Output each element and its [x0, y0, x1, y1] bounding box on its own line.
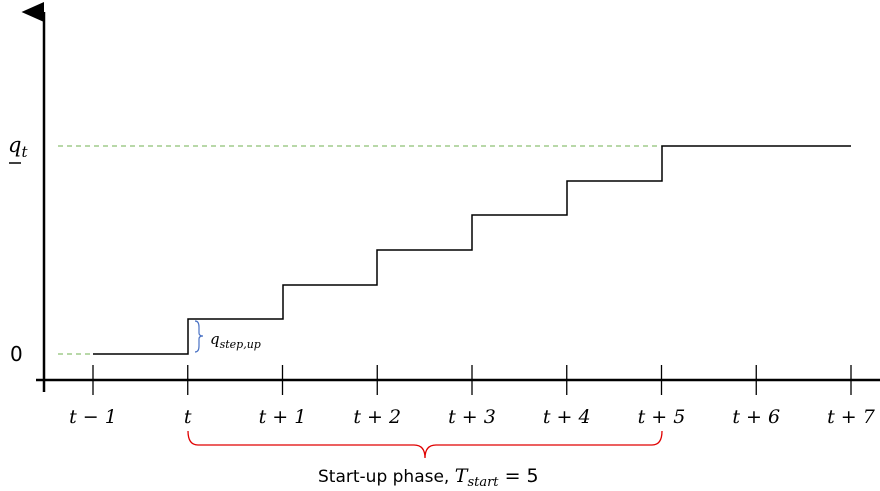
startup-phase-brace [187, 430, 663, 459]
x-tick-label: t + 6 [732, 406, 780, 428]
step-up-brace [194, 320, 204, 353]
startup-phase-equals: = 5 [499, 465, 539, 487]
startup-phase-symbol-sub: start [467, 475, 499, 490]
step-up-label-sub: step,up [220, 338, 261, 351]
x-tick-label: t [184, 406, 192, 428]
y-label-zero: 0 [10, 342, 23, 366]
power-step-line [93, 145, 851, 355]
x-axis-tick-labels: t − 1 t t + 1 t + 2 t + 3 t + 4 t + 5 t + 6 t + … [69, 406, 876, 428]
x-axis-ticks [92, 365, 852, 395]
startup-phase-label: Start-up phase, Tstart = 5 [318, 465, 539, 490]
x-tick-label: t + 2 [353, 406, 401, 428]
step-up-label-base: q [210, 330, 220, 348]
y-label-max-base: q [8, 133, 21, 157]
startup-phase-text: Start-up phase, [318, 467, 455, 487]
x-tick-label: t + 1 [259, 406, 307, 428]
x-tick-label: t + 7 [827, 406, 876, 428]
y-label-max: qt [8, 133, 28, 161]
x-tick-label: t + 4 [543, 406, 591, 428]
step-up-label: qstep,up [210, 330, 261, 351]
startup-phase-symbol: T [455, 465, 469, 487]
x-tick-label: t + 5 [638, 406, 686, 428]
x-tick-label: t + 3 [448, 406, 496, 428]
x-tick-label: t − 1 [69, 406, 117, 428]
y-label-max-sub: t [21, 143, 28, 161]
